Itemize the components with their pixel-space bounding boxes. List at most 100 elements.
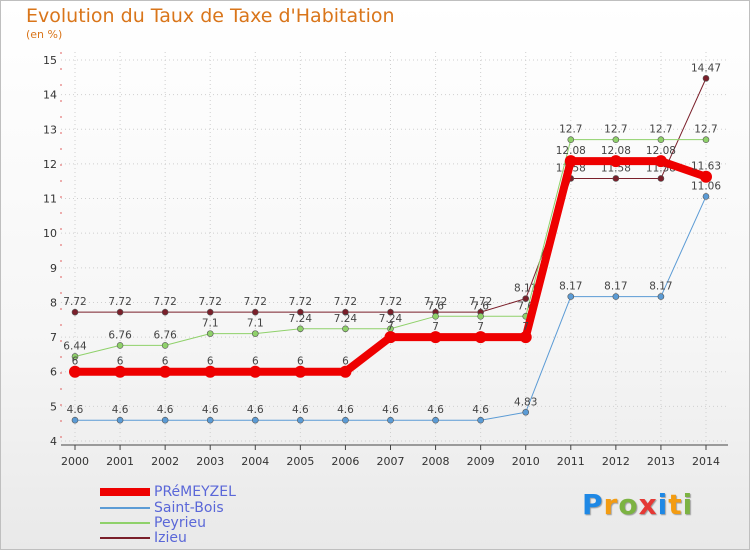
data-label-saint-bois: 8.17: [559, 281, 582, 293]
data-point-peyrieu: [206, 330, 214, 337]
data-point-izieu: [702, 75, 710, 82]
x-tick-label: 2010: [512, 455, 540, 468]
data-label-saint-bois: 4.6: [67, 404, 84, 416]
data-point-saint-bois: [116, 416, 124, 424]
data-label-pr-meyzel: 12.08: [646, 145, 676, 157]
data-point-pr-meyzel: [159, 365, 172, 378]
legend-item-peyrieu: Peyrieu: [100, 515, 206, 531]
logo-letter: i: [657, 488, 669, 521]
data-point-saint-bois: [657, 293, 665, 300]
data-point-saint-bois: [702, 193, 710, 200]
data-point-saint-bois: [432, 416, 439, 424]
data-point-peyrieu: [567, 136, 575, 143]
data-point-peyrieu: [477, 313, 484, 320]
data-label-pr-meyzel: 11.63: [691, 161, 721, 173]
data-label-peyrieu: 12.7: [649, 124, 672, 136]
data-label-izieu: 7.72: [199, 296, 222, 308]
y-tick-label: 9: [50, 262, 57, 275]
data-point-pr-meyzel: [609, 155, 622, 168]
y-tick-label: 7: [50, 331, 57, 344]
data-point-peyrieu: [612, 136, 620, 143]
y-tick-label: 4: [50, 435, 57, 448]
logo-letter: P: [582, 488, 604, 521]
data-point-saint-bois: [342, 416, 349, 424]
data-point-saint-bois: [387, 416, 394, 424]
x-tick-label: 2011: [557, 455, 585, 468]
data-point-izieu: [297, 308, 304, 316]
data-label-peyrieu: 12.7: [559, 124, 582, 136]
y-tick-label: 5: [50, 400, 57, 413]
data-point-peyrieu: [702, 136, 710, 143]
x-tick-label: 2000: [61, 455, 89, 468]
data-label-peyrieu: 6.76: [153, 329, 177, 341]
data-point-saint-bois: [522, 408, 530, 416]
legend-swatch-izieu: [100, 537, 150, 539]
data-label-peyrieu: 7.24: [289, 313, 313, 325]
x-tick-label: 2001: [106, 455, 134, 468]
data-point-saint-bois: [161, 416, 169, 424]
data-label-saint-bois: 8.17: [604, 281, 627, 293]
data-point-peyrieu: [342, 325, 349, 333]
data-label-pr-meyzel: 7: [387, 321, 394, 333]
unit-label: (en %): [26, 28, 63, 41]
data-label-pr-meyzel: 6: [117, 356, 124, 368]
data-label-saint-bois: 4.6: [112, 404, 129, 416]
data-label-pr-meyzel: 6: [207, 356, 214, 368]
data-point-pr-meyzel: [700, 170, 712, 183]
data-point-izieu: [612, 175, 620, 182]
data-point-peyrieu: [297, 325, 304, 333]
data-label-pr-meyzel: 12.08: [601, 145, 631, 157]
data-label-pr-meyzel: 6: [342, 356, 349, 368]
data-point-peyrieu: [71, 353, 79, 360]
x-tick-label: 2004: [241, 455, 269, 468]
x-tick-label: 2014: [692, 455, 720, 468]
data-point-pr-meyzel: [249, 365, 262, 378]
data-label-izieu: 7.72: [244, 296, 267, 308]
data-point-izieu: [71, 308, 79, 316]
data-label-pr-meyzel: 7: [477, 321, 484, 333]
data-point-pr-meyzel: [474, 331, 487, 344]
y-tick-label: 8: [50, 296, 57, 309]
data-point-pr-meyzel: [654, 155, 667, 168]
y-tick-label: 10: [43, 227, 57, 240]
legend-label-premeyzel: PRéMEYZEL: [154, 484, 236, 500]
data-point-pr-meyzel: [429, 331, 442, 344]
data-label-peyrieu: 7.24: [334, 313, 358, 325]
data-label-pr-meyzel: 6: [72, 356, 79, 368]
data-label-saint-bois: 4.6: [382, 404, 399, 416]
data-point-izieu: [251, 308, 259, 316]
data-point-pr-meyzel: [564, 155, 577, 168]
data-point-peyrieu: [161, 342, 169, 349]
data-label-izieu: 7.72: [63, 296, 86, 308]
logo-letter: r: [603, 488, 619, 521]
data-point-saint-bois: [567, 293, 575, 300]
data-label-saint-bois: 4.6: [247, 404, 264, 416]
data-label-izieu: 14.47: [691, 62, 721, 74]
data-point-peyrieu: [116, 342, 124, 349]
data-label-saint-bois: 4.6: [292, 404, 309, 416]
data-point-izieu: [161, 308, 169, 316]
legend-label-peyrieu: Peyrieu: [154, 515, 206, 531]
data-label-saint-bois: 4.6: [337, 404, 354, 416]
data-point-pr-meyzel: [519, 331, 532, 344]
data-label-saint-bois: 4.83: [514, 396, 537, 408]
data-label-peyrieu: 7.24: [379, 313, 403, 325]
x-tick-label: 2006: [331, 455, 359, 468]
x-tick-label: 2005: [286, 455, 314, 468]
data-point-peyrieu: [251, 330, 259, 337]
data-point-saint-bois: [71, 416, 79, 424]
data-label-pr-meyzel: 6: [252, 356, 259, 368]
data-label-saint-bois: 4.6: [202, 404, 219, 416]
legend-label-izieu: Izieu: [154, 530, 187, 546]
y-tick-label: 12: [43, 158, 57, 171]
x-tick-label: 2003: [196, 455, 224, 468]
data-point-saint-bois: [206, 416, 214, 424]
data-label-saint-bois: 11.06: [691, 180, 721, 192]
data-label-izieu: 7.72: [153, 296, 176, 308]
data-label-izieu: 7.72: [334, 296, 357, 308]
data-point-izieu: [522, 295, 530, 302]
data-label-izieu: 7.72: [424, 296, 447, 308]
x-tick-label: 2002: [151, 455, 179, 468]
data-point-saint-bois: [477, 416, 484, 424]
